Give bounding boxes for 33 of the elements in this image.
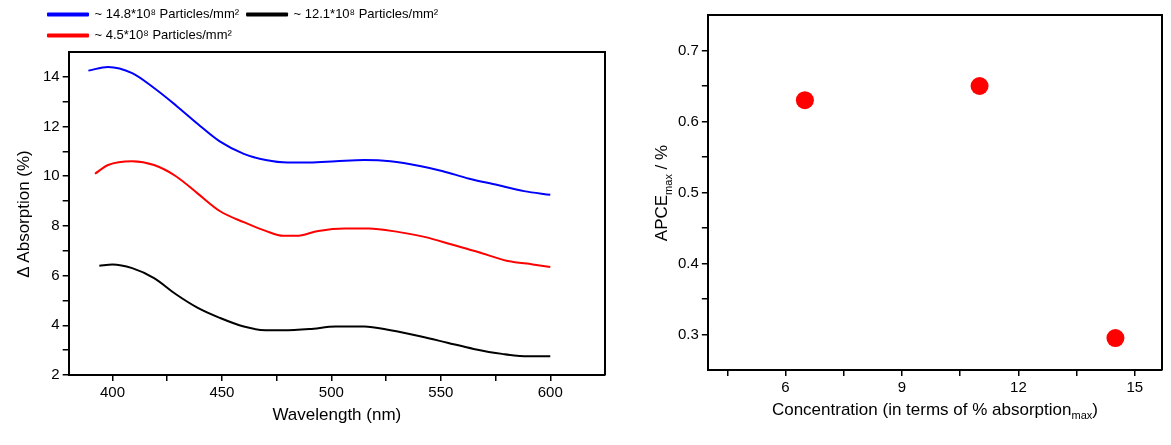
legend-label: ~ 4.5*10⁸ Particles/mm²: [94, 27, 233, 43]
y-tick-label: 4: [51, 315, 60, 333]
x-tick-label: 600: [537, 383, 563, 401]
point: [970, 77, 989, 95]
y-tick-label: 8: [51, 216, 60, 234]
y-tick-label: 6: [51, 265, 60, 283]
x-tick-label: 15: [1126, 378, 1144, 396]
x-tick-label: 6: [781, 378, 790, 396]
y-axis-title: Δ Absorption (%): [13, 149, 34, 278]
x-tick-label: 550: [428, 383, 454, 401]
x-tick-label: 9: [897, 378, 907, 396]
y-tick-label: 12: [43, 116, 60, 134]
y-tick-label: 0.3: [677, 324, 699, 342]
x-tick-label: 12: [1010, 378, 1027, 396]
x-tick-label: 450: [209, 383, 235, 401]
y-tick-label: 0.6: [677, 111, 699, 129]
y-tick-label: 0.4: [677, 253, 699, 271]
line-series: [93, 160, 552, 268]
point: [1106, 329, 1125, 348]
x-axis-title: Wavelength (nm): [272, 405, 402, 425]
x-axis-title: Concentration (in terms of % absorption$_{max}$): [771, 400, 1098, 422]
legend-label: ~ 12.1*10⁸ Particles/mm²: [293, 6, 439, 22]
line-series: [98, 263, 552, 358]
x-tick-label: 500: [318, 383, 344, 401]
y-tick-label: 0.5: [677, 182, 699, 200]
y-tick-label: 10: [43, 166, 60, 184]
y-tick-label: 2: [51, 365, 60, 383]
point: [795, 91, 814, 110]
y-tick-label: 14: [43, 66, 60, 84]
line-series: [87, 65, 552, 196]
x-tick-label: 400: [99, 383, 125, 401]
legend-label: ~ 14.8*10⁸ Particles/mm²: [94, 6, 240, 22]
y-tick-label: 0.7: [677, 40, 699, 58]
